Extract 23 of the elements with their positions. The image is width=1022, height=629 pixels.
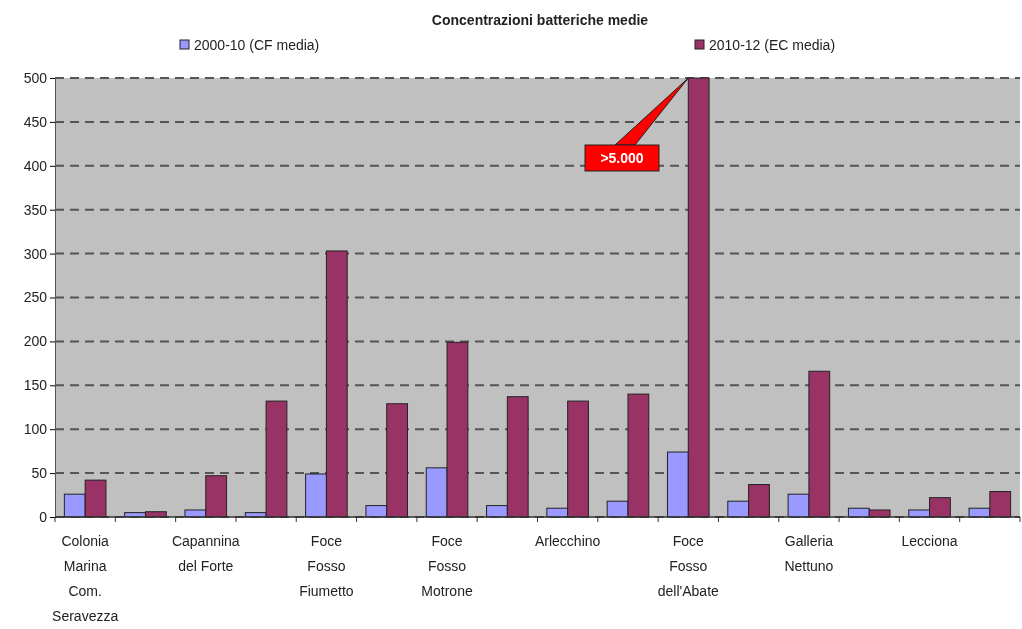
- y-tick-label: 100: [23, 421, 48, 438]
- x-tick-label: Capannina del Forte: [171, 533, 240, 574]
- y-tick-label: 500: [23, 69, 48, 86]
- legend-label: 2000-10 (CF media): [194, 37, 320, 53]
- y-tick-label: 250: [23, 289, 48, 306]
- x-tick-label: Foce Fosso Motrone: [421, 533, 473, 599]
- annotation: >5.000: [600, 150, 644, 166]
- y-tick-label: 400: [23, 157, 48, 174]
- y-tick-label: 0: [39, 508, 48, 525]
- y-tick-label: 50: [31, 465, 48, 482]
- chart-title: Concentrazioni batteriche medie: [431, 12, 649, 28]
- x-tick-label: Foce Fosso Fiumetto: [299, 533, 354, 599]
- x-tick-label: Lecciona: [901, 533, 958, 549]
- y-tick-label: 300: [23, 245, 48, 262]
- x-tick-label: Colonia Marina Com. Seravezza: [52, 533, 119, 624]
- y-tick-label: 350: [23, 201, 48, 218]
- x-tick-label: Galleria Nettuno: [784, 533, 834, 574]
- legend-label: 2010-12 (EC media): [709, 37, 836, 53]
- y-tick-label: 200: [23, 333, 48, 350]
- x-tick-label: Foce Fosso dell'Abate: [657, 533, 720, 599]
- y-tick-label: 150: [23, 377, 48, 394]
- x-tick-label: Arlecchino: [534, 533, 601, 549]
- y-tick-label: 450: [23, 113, 48, 130]
